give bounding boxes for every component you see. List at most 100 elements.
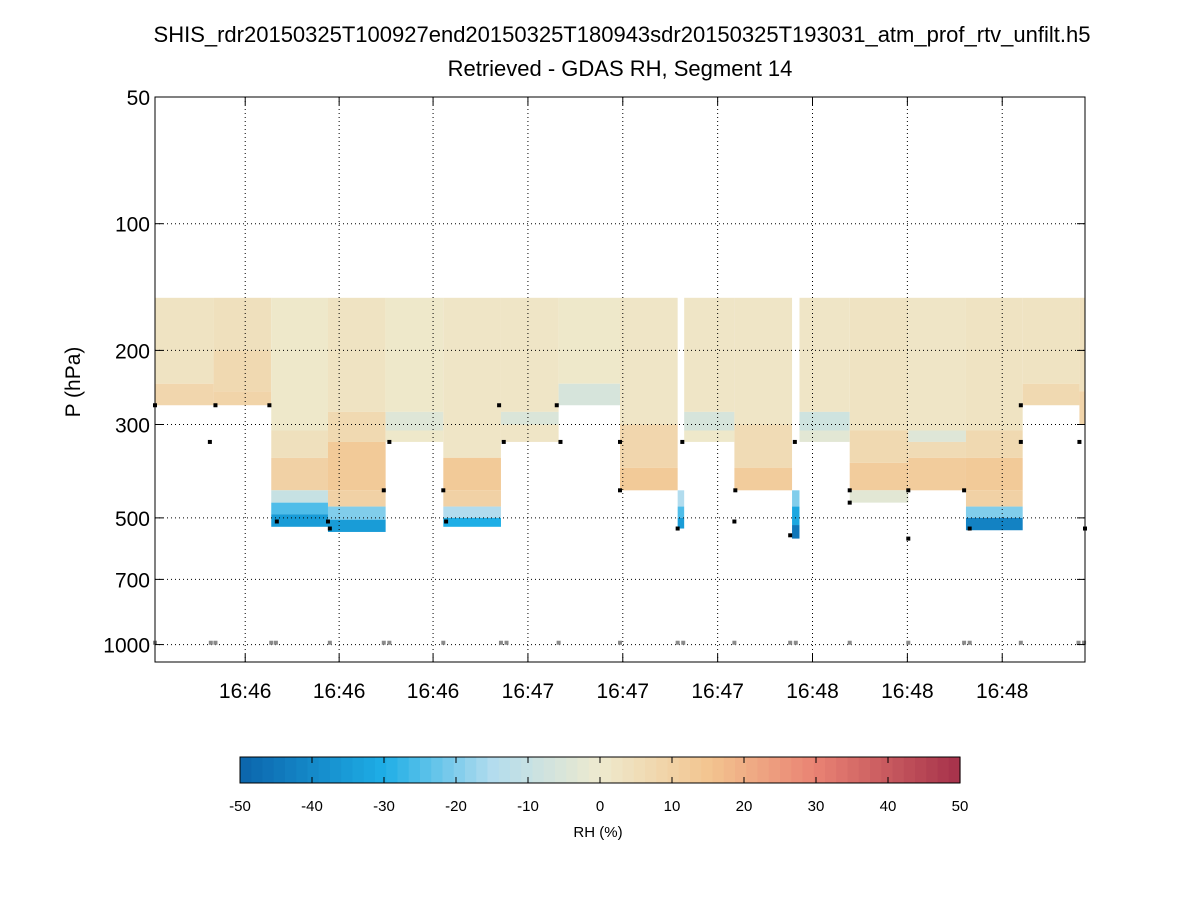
heatmap-cell bbox=[443, 490, 501, 507]
colorbar-swatch bbox=[408, 757, 421, 783]
heatmap-cell bbox=[908, 297, 966, 431]
level-marker bbox=[847, 500, 852, 505]
surface-marker bbox=[906, 640, 911, 645]
heatmap-cell bbox=[385, 430, 444, 442]
heatmap-cell bbox=[908, 457, 966, 491]
colorbar-swatch bbox=[442, 757, 455, 783]
colorbar-tick-label: 0 bbox=[596, 798, 604, 815]
colorbar-swatch bbox=[273, 757, 286, 783]
surface-marker bbox=[327, 640, 332, 645]
colorbar-tick-label: 50 bbox=[952, 798, 969, 815]
colorbar-swatch bbox=[251, 757, 264, 783]
level-marker bbox=[1018, 403, 1023, 408]
heatmap-cell bbox=[1022, 297, 1080, 384]
heatmap-cell bbox=[558, 383, 620, 406]
colorbar-swatch bbox=[397, 757, 410, 783]
colorbar-swatch bbox=[611, 757, 624, 783]
heatmap-cell bbox=[799, 411, 850, 431]
heatmap-cell bbox=[500, 411, 559, 425]
colorbar-swatch bbox=[240, 757, 252, 783]
heatmap-cell bbox=[799, 297, 850, 412]
level-marker bbox=[962, 488, 967, 493]
x-tick-label: 16:48 bbox=[881, 680, 934, 703]
y-tick-label: 100 bbox=[115, 214, 150, 237]
colorbar-swatch bbox=[600, 757, 612, 783]
level-marker bbox=[967, 526, 972, 531]
level-marker bbox=[618, 439, 622, 444]
level-marker bbox=[906, 488, 911, 493]
colorbar-ticks: -50 -40 -30 -20 -10 0 10 20 30 40 50 bbox=[229, 757, 968, 815]
x-tick-label: 16:47 bbox=[597, 680, 650, 703]
heatmap-cell bbox=[849, 430, 909, 463]
x-tick-label: 16:46 bbox=[407, 680, 460, 703]
colorbar-tick-label: 40 bbox=[880, 798, 897, 815]
colorbar-swatch bbox=[555, 757, 567, 783]
level-marker bbox=[444, 519, 449, 524]
colorbar-swatch bbox=[543, 757, 556, 783]
y-axis-ticks: 50 100 200 300 500 700 1000 bbox=[103, 87, 1085, 658]
level-marker bbox=[441, 488, 446, 493]
y-tick-label: 500 bbox=[115, 508, 150, 531]
colorbar-swatch bbox=[498, 757, 511, 783]
x-tick-label: 16:46 bbox=[313, 680, 366, 703]
colorbar-swatch bbox=[420, 757, 432, 783]
heatmap-cell bbox=[908, 430, 966, 442]
heatmap-cell bbox=[385, 297, 444, 412]
colorbar-swatch bbox=[285, 757, 297, 783]
colorbar-swatch bbox=[768, 757, 781, 783]
heatmap-cell bbox=[213, 297, 272, 351]
surface-marker bbox=[847, 640, 852, 645]
heatmap-cells bbox=[155, 297, 1085, 539]
heatmap-cell bbox=[271, 490, 328, 503]
heatmap-cell bbox=[327, 411, 386, 442]
surface-marker bbox=[618, 640, 622, 645]
level-marker bbox=[501, 439, 506, 444]
colorbar-tick-label: 20 bbox=[736, 798, 753, 815]
heatmap-cell bbox=[155, 297, 214, 384]
colorbar-swatch bbox=[813, 757, 826, 783]
surface-marker bbox=[498, 640, 503, 645]
colorbar-swatch bbox=[780, 757, 792, 783]
heatmap-cell bbox=[849, 462, 909, 491]
colorbar-swatch bbox=[802, 757, 815, 783]
colorbar-swatch bbox=[836, 757, 849, 783]
y-tick-label: 300 bbox=[115, 415, 150, 438]
colorbar-swatch bbox=[386, 757, 399, 783]
colorbar-swatch bbox=[723, 757, 736, 783]
surface-marker bbox=[1082, 640, 1087, 645]
heatmap-cell bbox=[500, 424, 559, 442]
surface-marker bbox=[556, 640, 561, 645]
colorbar-swatch bbox=[262, 757, 275, 783]
colorbar-swatch bbox=[847, 757, 860, 783]
level-marker bbox=[680, 439, 685, 444]
colorbar-swatch bbox=[858, 757, 871, 783]
level-marker bbox=[554, 403, 559, 408]
heatmap-cell bbox=[677, 506, 685, 518]
heatmap-cell bbox=[792, 506, 800, 526]
level-marker bbox=[675, 526, 680, 531]
heatmap-cell bbox=[677, 517, 685, 529]
colorbar-tick-label: -50 bbox=[229, 798, 251, 815]
heatmap-cell bbox=[327, 441, 386, 491]
level-marker bbox=[325, 519, 330, 524]
heatmap-cell bbox=[327, 519, 386, 532]
heatmap-cell bbox=[620, 297, 678, 425]
surface-marker bbox=[269, 640, 274, 645]
colorbar-swatch bbox=[926, 757, 939, 783]
surface-marker bbox=[732, 640, 737, 645]
level-marker bbox=[274, 519, 279, 524]
heatmap-cell bbox=[684, 297, 735, 412]
level-marker bbox=[497, 403, 502, 408]
heatmap-cell bbox=[271, 297, 328, 431]
surface-marker bbox=[793, 640, 798, 645]
heatmap-cell bbox=[155, 383, 214, 406]
x-axis-ticks: 16:46 16:46 16:46 16:47 16:47 16:47 16:48 16:48… bbox=[219, 97, 1029, 703]
colorbar-swatch bbox=[307, 757, 320, 783]
level-markers bbox=[153, 403, 1087, 645]
heatmap-cell bbox=[849, 297, 909, 431]
heatmap-cell bbox=[684, 430, 735, 442]
colorbar-swatch bbox=[341, 757, 354, 783]
heatmap-cell bbox=[792, 525, 800, 539]
heatmap-cell bbox=[385, 411, 444, 431]
